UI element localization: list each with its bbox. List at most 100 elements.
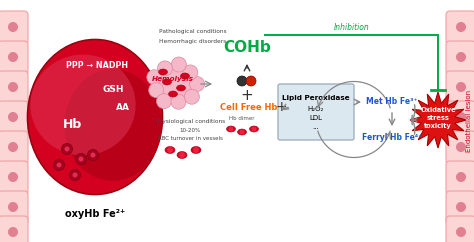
Ellipse shape: [153, 64, 197, 104]
FancyBboxPatch shape: [0, 191, 28, 225]
Circle shape: [239, 129, 245, 135]
FancyBboxPatch shape: [278, 84, 354, 140]
Circle shape: [73, 173, 78, 177]
FancyBboxPatch shape: [0, 101, 28, 135]
Circle shape: [237, 76, 247, 86]
Circle shape: [167, 147, 173, 153]
Circle shape: [456, 227, 466, 237]
Circle shape: [183, 65, 198, 80]
Circle shape: [75, 153, 86, 165]
Circle shape: [88, 150, 99, 160]
FancyBboxPatch shape: [0, 216, 28, 242]
FancyBboxPatch shape: [0, 41, 28, 75]
Text: RBC turnover in vessels: RBC turnover in vessels: [157, 136, 222, 141]
Circle shape: [8, 227, 18, 237]
Circle shape: [190, 76, 204, 91]
Text: Hb dimer: Hb dimer: [229, 116, 255, 121]
Circle shape: [179, 152, 185, 158]
Circle shape: [456, 142, 466, 152]
Circle shape: [171, 94, 186, 109]
FancyBboxPatch shape: [446, 216, 474, 242]
Circle shape: [228, 127, 234, 131]
Ellipse shape: [64, 69, 162, 181]
Text: H₂O₂: H₂O₂: [308, 106, 324, 112]
Circle shape: [456, 82, 466, 92]
Text: Hb: Hb: [64, 119, 82, 131]
FancyBboxPatch shape: [446, 191, 474, 225]
FancyBboxPatch shape: [446, 41, 474, 75]
Ellipse shape: [227, 126, 236, 132]
Circle shape: [456, 172, 466, 182]
FancyBboxPatch shape: [446, 161, 474, 195]
Circle shape: [8, 22, 18, 32]
Ellipse shape: [191, 146, 201, 153]
Circle shape: [64, 146, 70, 151]
Circle shape: [456, 202, 466, 212]
Circle shape: [8, 52, 18, 62]
FancyBboxPatch shape: [0, 71, 28, 105]
FancyBboxPatch shape: [0, 131, 28, 165]
Text: Oxidative
stress
toxicity: Oxidative stress toxicity: [420, 107, 456, 129]
Ellipse shape: [165, 146, 175, 153]
Text: Inhibition: Inhibition: [334, 23, 369, 32]
Circle shape: [8, 142, 18, 152]
Ellipse shape: [30, 55, 136, 155]
Text: Physiological conditions: Physiological conditions: [155, 120, 225, 124]
Circle shape: [8, 82, 18, 92]
Text: Pathological conditions: Pathological conditions: [159, 30, 227, 35]
Ellipse shape: [176, 85, 185, 91]
Ellipse shape: [181, 73, 190, 79]
FancyBboxPatch shape: [0, 11, 28, 45]
Text: ...: ...: [313, 124, 319, 130]
Circle shape: [156, 94, 172, 109]
Text: Endothelial lesion: Endothelial lesion: [466, 90, 472, 152]
Text: +: +: [241, 88, 254, 103]
Circle shape: [54, 159, 64, 171]
Circle shape: [184, 89, 200, 104]
Circle shape: [62, 144, 73, 154]
Ellipse shape: [177, 151, 187, 159]
Text: oxyHb Fe²⁺: oxyHb Fe²⁺: [65, 209, 125, 219]
Ellipse shape: [249, 126, 258, 132]
Polygon shape: [410, 92, 466, 148]
FancyBboxPatch shape: [446, 71, 474, 105]
Circle shape: [8, 172, 18, 182]
Circle shape: [8, 202, 18, 212]
Circle shape: [157, 61, 173, 76]
Circle shape: [147, 70, 162, 85]
Circle shape: [456, 52, 466, 62]
FancyBboxPatch shape: [446, 101, 474, 135]
Circle shape: [8, 112, 18, 122]
Ellipse shape: [158, 69, 167, 75]
Text: Cell Free Hb: Cell Free Hb: [220, 103, 278, 112]
Text: Met Hb Fe³⁺: Met Hb Fe³⁺: [366, 98, 418, 106]
Text: Hemorrhagic disorders: Hemorrhagic disorders: [159, 39, 227, 45]
Text: PPP → NADPH: PPP → NADPH: [66, 60, 128, 69]
Circle shape: [149, 83, 164, 98]
Circle shape: [56, 162, 62, 167]
Text: Ferryl Hb Fe⁴⁺: Ferryl Hb Fe⁴⁺: [362, 133, 422, 142]
Circle shape: [456, 112, 466, 122]
Circle shape: [70, 169, 81, 181]
Text: AA: AA: [116, 103, 130, 112]
Circle shape: [456, 22, 466, 32]
Ellipse shape: [168, 91, 177, 97]
Text: Hemolysis: Hemolysis: [152, 76, 194, 82]
Text: 10-20%: 10-20%: [180, 128, 201, 133]
Circle shape: [246, 76, 256, 86]
Text: COHb: COHb: [223, 39, 271, 54]
Text: LDL: LDL: [310, 115, 322, 121]
Text: Lipid Peroxidase: Lipid Peroxidase: [282, 95, 350, 101]
Circle shape: [252, 127, 256, 131]
Ellipse shape: [27, 39, 163, 195]
Ellipse shape: [237, 129, 246, 135]
Circle shape: [79, 157, 83, 161]
Circle shape: [91, 152, 95, 158]
Ellipse shape: [163, 79, 172, 85]
FancyBboxPatch shape: [0, 161, 28, 195]
Text: GSH: GSH: [102, 84, 124, 93]
Circle shape: [193, 147, 199, 153]
Text: +: +: [275, 100, 287, 114]
Circle shape: [171, 57, 186, 72]
FancyBboxPatch shape: [446, 11, 474, 45]
